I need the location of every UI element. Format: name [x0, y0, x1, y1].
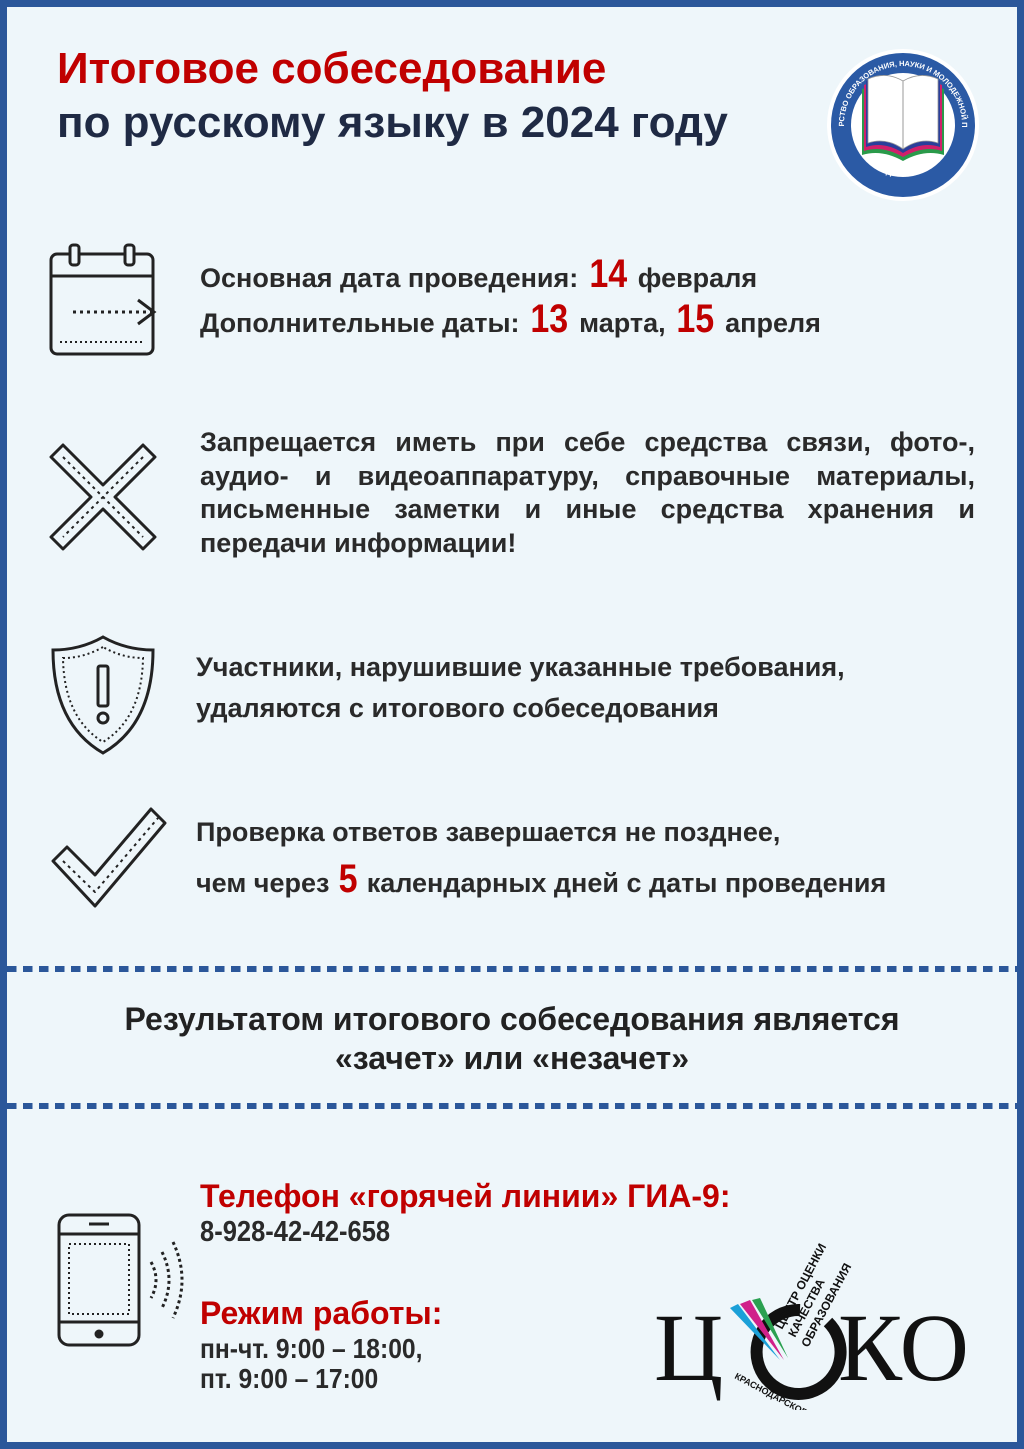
hotline-label: Телефон «горячей линии» ГИА-9:	[200, 1178, 731, 1214]
extra-date1-month: марта,	[579, 308, 666, 338]
divider-bottom	[7, 1103, 1017, 1109]
divider-top	[7, 966, 1017, 972]
main-date-day: 14	[589, 252, 627, 296]
shield-warning-icon	[51, 635, 155, 755]
extra-date2-day: 15	[676, 297, 715, 341]
main-date-month: февраля	[637, 263, 758, 293]
schedule-label: Режим работы:	[200, 1295, 443, 1331]
violation-line2: удаляются с итогового собеседования	[196, 693, 719, 723]
svg-text:Ц: Ц	[654, 1294, 723, 1401]
schedule-line2: пт. 9:00 – 17:00	[200, 1363, 379, 1394]
violation-line1: Участники, нарушившие указанные требован…	[196, 652, 845, 682]
check-line2-pre: чем через	[196, 868, 330, 898]
main-date: Основная дата проведения: 14 февраля	[200, 252, 757, 297]
check-line1: Проверка ответов завершается не позднее,	[196, 817, 781, 847]
result-line2: «зачет» или «незачет»	[335, 1040, 689, 1076]
ministry-logo: МИНИСТЕРСТВО ОБРАЗОВАНИЯ, НАУКИ И МОЛОДЕ…	[824, 47, 979, 201]
extra-dates-label: Дополнительные даты:	[200, 308, 520, 338]
extra-dates: Дополнительные даты: 13 марта, 15 апреля	[200, 297, 821, 342]
check-days: 5	[338, 857, 358, 901]
phone-icon	[57, 1213, 184, 1347]
check-line2-post: календарных дней с даты проведения	[366, 868, 887, 898]
calendar-icon	[49, 243, 157, 356]
extra-date1-day: 13	[530, 297, 569, 341]
schedule-line1: пн-чт. 9:00 – 18:00,	[200, 1333, 423, 1364]
extra-date2-month: апреля	[725, 308, 821, 338]
result-line1: Результатом итогового собеседования явля…	[124, 1001, 900, 1037]
coko-logo: Ц КО ЦЕНТР ОЦЕНКИ КАЧЕСТВА ОБРАЗОВАНИЯ К…	[654, 1241, 969, 1410]
title-line1: Итоговое собеседование	[57, 44, 607, 93]
check-line2: чем через 5 календарных дней с даты пров…	[196, 857, 886, 902]
title-line2: по русскому языку в 2024 году	[57, 98, 728, 147]
checkmark-icon	[51, 807, 167, 908]
svg-text:КО: КО	[838, 1294, 969, 1401]
hotline-phone[interactable]: 8-928-42-42-658	[200, 1216, 391, 1248]
main-date-label: Основная дата проведения:	[200, 263, 579, 293]
prohibition-text: Запрещается иметь при себе средства связ…	[200, 427, 975, 558]
cross-icon	[49, 443, 157, 551]
